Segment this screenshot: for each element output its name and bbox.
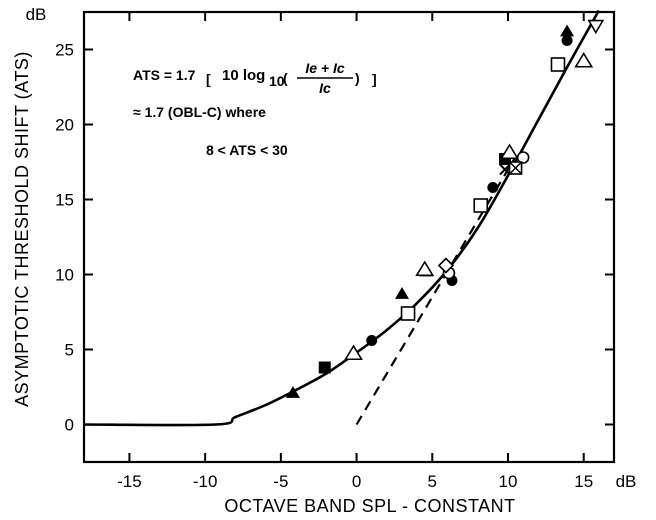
formula-range-line: 8 < ATS < 30 — [206, 142, 288, 158]
marker-filled-square — [318, 361, 331, 374]
x-unit-label: dB — [616, 472, 637, 491]
marker-open-triangle — [574, 51, 594, 68]
marker-filled-circle — [366, 335, 378, 346]
asymptote-line-dashed — [355, 156, 517, 426]
plot-frame — [82, 10, 616, 464]
y-unit-label: dB — [26, 5, 47, 24]
formula-open-bracket: [ — [206, 71, 211, 87]
y-tick-label: 5 — [65, 341, 74, 360]
x-tick-label: -10 — [193, 472, 218, 491]
formula-prefix: ATS = 1.7 — [133, 67, 196, 83]
y-tick-label: 15 — [55, 191, 74, 210]
data-markers-layer — [285, 19, 605, 398]
marker-inverted-triangle — [587, 19, 605, 35]
formula-approx-line: ≈ 1.7 (OBL-C) where — [133, 104, 266, 120]
x-tick-label: -5 — [273, 472, 288, 491]
y-tick-label: 10 — [55, 266, 74, 285]
y-tick-label: 0 — [65, 416, 74, 435]
marker-filled-triangle — [560, 24, 575, 37]
axis-ticks-layer: -15 -10 -5 0 5 10 15 0 5 10 15 20 25 — [55, 12, 614, 491]
x-tick-label: 15 — [574, 472, 593, 491]
formula-denominator: Ic — [319, 80, 331, 96]
marker-open-diamond — [437, 257, 455, 274]
marker-filled-circle — [561, 35, 573, 46]
x-tick-label: -15 — [117, 472, 142, 491]
x-axis-title: OCTAVE BAND SPL - CONSTANT — [224, 496, 515, 516]
marker-x — [499, 163, 511, 176]
formula-close-bracket: ] — [372, 71, 377, 87]
fitted-curves-layer — [83, 9, 600, 427]
x-tick-label: 10 — [499, 472, 518, 491]
plot-frame-layer — [82, 10, 616, 464]
formula-log: 10 log — [222, 67, 265, 84]
marker-crossed-square-cross — [509, 161, 523, 175]
marker-filled-triangle — [395, 287, 409, 299]
y-axis-title: ASYMPTOTIC THRESHOLD SHIFT (ATS) — [12, 51, 32, 407]
formula-numerator: Ie + Ic — [305, 60, 345, 76]
marker-open-square — [400, 306, 416, 321]
y-tick-label: 20 — [55, 116, 74, 135]
marker-filled-circle — [487, 182, 499, 193]
x-tick-label: 5 — [428, 472, 437, 491]
marker-open-triangle — [500, 143, 519, 160]
y-tick-label: 25 — [55, 41, 74, 60]
formula-open-paren: ( — [283, 70, 288, 86]
marker-open-triangle — [344, 344, 363, 361]
marker-open-circle — [516, 151, 530, 164]
marker-open-triangle — [415, 260, 435, 277]
marker-filled-triangle — [285, 386, 300, 398]
x-tick-label: 0 — [352, 472, 361, 491]
marker-open-square — [550, 57, 566, 72]
marker-open-square — [473, 198, 489, 213]
formula-log-subscript: 10 — [269, 73, 285, 89]
formula-close-paren: ) — [355, 70, 360, 86]
formula-annotation: ATS = 1.7 [ 10 log 10 ( Ie + Ic Ic ) ] ≈… — [133, 60, 377, 158]
fitted-curve-solid — [83, 9, 600, 427]
